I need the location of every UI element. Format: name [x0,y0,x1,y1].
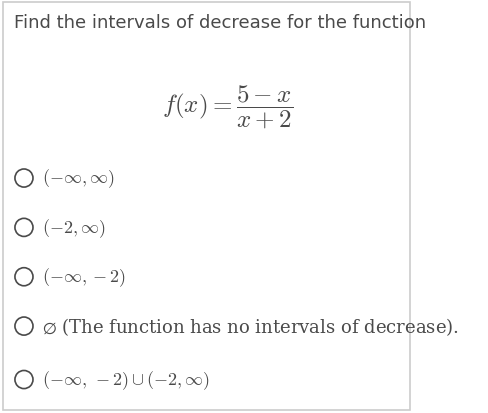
Text: $(-\infty,-2)$: $(-\infty,-2)$ [42,266,126,288]
Text: $f(x) = \dfrac{5 - x}{x + 2}$: $f(x) = \dfrac{5 - x}{x + 2}$ [161,83,292,131]
Text: Find the intervals of decrease for the function: Find the intervals of decrease for the f… [14,14,425,32]
Text: $(-2,\infty)$: $(-2,\infty)$ [42,216,106,239]
Text: $\varnothing$ (The function has no intervals of decrease).: $\varnothing$ (The function has no inter… [42,316,458,337]
Text: $(-\infty,\infty)$: $(-\infty,\infty)$ [42,167,115,190]
Text: $(-\infty,\,-2)\cup(-2,\infty)$: $(-\infty,\,-2)\cup(-2,\infty)$ [42,368,210,391]
